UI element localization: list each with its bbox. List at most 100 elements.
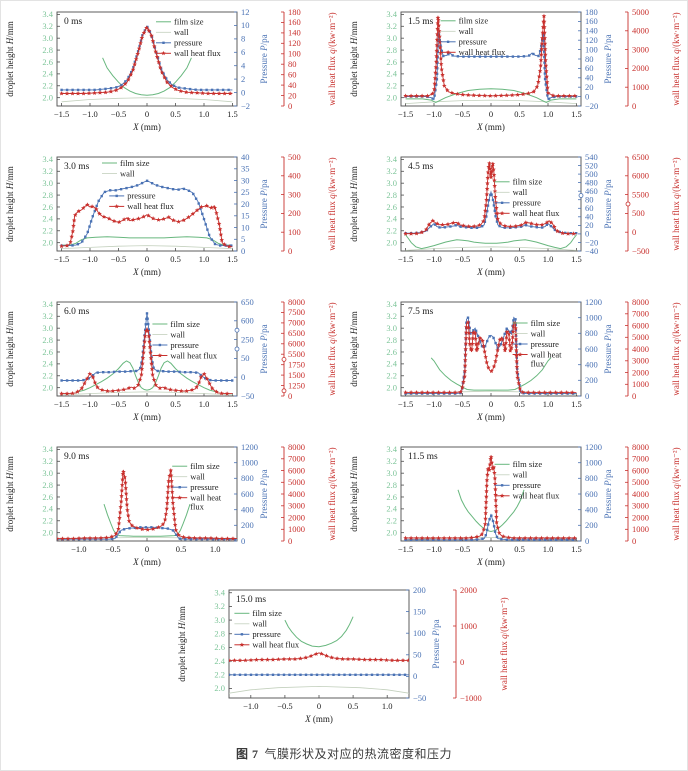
svg-text:−1.5: −1.5 (54, 399, 69, 409)
figure-caption: 图 7 气膜形状及对应的热流密度和压力 (1, 745, 687, 762)
svg-text:30: 30 (241, 175, 250, 185)
svg-text:0: 0 (241, 372, 245, 382)
svg-text:2: 2 (241, 74, 245, 84)
svg-text:wall heat flux: wall heat flux (170, 350, 217, 360)
svg-text:5000: 5000 (632, 477, 649, 487)
wall-curve (229, 685, 409, 694)
svg-text:2000: 2000 (632, 512, 649, 522)
svg-text:−0.5: −0.5 (277, 701, 292, 711)
svg-text:0: 0 (489, 254, 493, 264)
svg-text:60: 60 (585, 203, 594, 213)
subplot-9-0-ms: 3.4 3.2 3.0 2.8 2.6 2.4 2.2 2.0 droplet height H… (5, 442, 337, 567)
svg-text:800: 800 (585, 473, 598, 483)
y-axis-label-height: droplet height H/mm (349, 456, 359, 532)
svg-text:3.4: 3.4 (214, 588, 225, 598)
svg-text:3.0: 3.0 (42, 323, 53, 333)
svg-text:−1.0: −1.0 (71, 544, 86, 554)
svg-text:2.0: 2.0 (386, 528, 397, 538)
svg-text:film size: film size (513, 459, 543, 469)
svg-text:2.0: 2.0 (42, 238, 53, 248)
svg-text:2.2: 2.2 (386, 371, 397, 381)
svg-text:1200: 1200 (241, 442, 258, 452)
svg-text:520: 520 (585, 160, 598, 170)
svg-text:3.2: 3.2 (214, 601, 225, 611)
svg-text:2.2: 2.2 (42, 226, 53, 236)
svg-text:0: 0 (241, 246, 245, 256)
y-axis-label-heatflux: wall heat flux q/(kw·m⁻²) (671, 157, 681, 250)
svg-text:−0.5: −0.5 (455, 254, 470, 264)
svg-text:−500: −500 (632, 246, 650, 256)
svg-text:7500: 7500 (288, 307, 305, 317)
svg-text:wall heat flux: wall heat flux (252, 640, 299, 650)
y-axis-label-height: droplet height H/mm (5, 166, 15, 242)
svg-text:0: 0 (145, 109, 149, 119)
time-label: 15.0 ms (236, 595, 266, 605)
svg-text:1.5: 1.5 (571, 544, 582, 554)
svg-text:600: 600 (241, 316, 254, 326)
svg-text:400: 400 (585, 360, 598, 370)
svg-text:2.4: 2.4 (386, 69, 397, 79)
svg-text:−1.5: −1.5 (54, 254, 69, 264)
svg-text:0: 0 (489, 109, 493, 119)
y-axis-label-heatflux: wall heat flux q/(kw·m⁻²) (499, 597, 509, 690)
svg-text:wall: wall (120, 168, 135, 178)
y-axis-label-height: droplet height H/mm (5, 456, 15, 532)
y-axis-label-pressure: Pressure P/pa (603, 179, 613, 228)
svg-text:3.4: 3.4 (42, 299, 53, 309)
svg-text:40: 40 (585, 212, 594, 222)
svg-text:7000: 7000 (288, 454, 305, 464)
film-size-curve (102, 57, 192, 96)
svg-text:2.4: 2.4 (386, 359, 397, 369)
svg-text:8000: 8000 (632, 297, 649, 307)
svg-text:1750: 1750 (288, 360, 305, 370)
svg-text:5000: 5000 (632, 7, 649, 17)
svg-text:2.4: 2.4 (42, 359, 53, 369)
svg-text:2.0: 2.0 (42, 383, 53, 393)
svg-text:0.5: 0.5 (170, 109, 181, 119)
svg-text:film size: film size (459, 16, 489, 26)
svg-text:0: 0 (632, 101, 636, 111)
svg-text:800: 800 (585, 328, 598, 338)
svg-text:80: 80 (585, 54, 594, 64)
film-size-curve (457, 489, 525, 533)
svg-text:400: 400 (241, 505, 254, 515)
wall-curve (61, 245, 233, 249)
subplot-3-0-ms: 3.4 3.2 3.0 2.8 2.6 2.4 2.2 2.0 droplet height H… (5, 152, 337, 277)
svg-text:2.8: 2.8 (386, 45, 397, 55)
svg-text:2.8: 2.8 (214, 629, 225, 639)
svg-text:8000: 8000 (288, 297, 305, 307)
y-axis-label-heatflux: wall heat flux q/(kw·m⁻²) (327, 157, 337, 250)
svg-text:6500: 6500 (288, 328, 305, 338)
svg-text:5500: 5500 (288, 349, 305, 359)
svg-text:3.2: 3.2 (42, 456, 53, 466)
film-size-curve (75, 360, 219, 393)
svg-text:1000: 1000 (241, 458, 258, 468)
svg-text:5: 5 (241, 234, 245, 244)
svg-text:40: 40 (288, 80, 297, 90)
svg-text:25: 25 (241, 187, 250, 197)
x-axis-label: X (mm) (304, 714, 333, 724)
svg-text:200: 200 (241, 520, 254, 530)
svg-text:1000: 1000 (288, 524, 305, 534)
svg-text:1000: 1000 (632, 524, 649, 534)
svg-text:6000: 6000 (632, 465, 649, 475)
svg-text:2.2: 2.2 (214, 670, 225, 680)
svg-text:3.4: 3.4 (42, 444, 53, 454)
svg-text:40: 40 (585, 73, 594, 83)
x-axis-label: X (mm) (132, 267, 161, 277)
svg-text:20: 20 (585, 82, 594, 92)
svg-text:0: 0 (241, 536, 245, 546)
svg-text:0: 0 (460, 657, 464, 667)
time-label: 3.0 ms (64, 162, 90, 172)
svg-text:2.2: 2.2 (386, 226, 397, 236)
svg-text:wall: wall (190, 472, 205, 482)
y-axis-label-height: droplet height H/mm (177, 606, 187, 682)
y-axis-label-pressure: Pressure P/pa (603, 324, 613, 373)
svg-text:−1.0: −1.0 (82, 399, 97, 409)
svg-text:pressure: pressure (531, 339, 560, 349)
